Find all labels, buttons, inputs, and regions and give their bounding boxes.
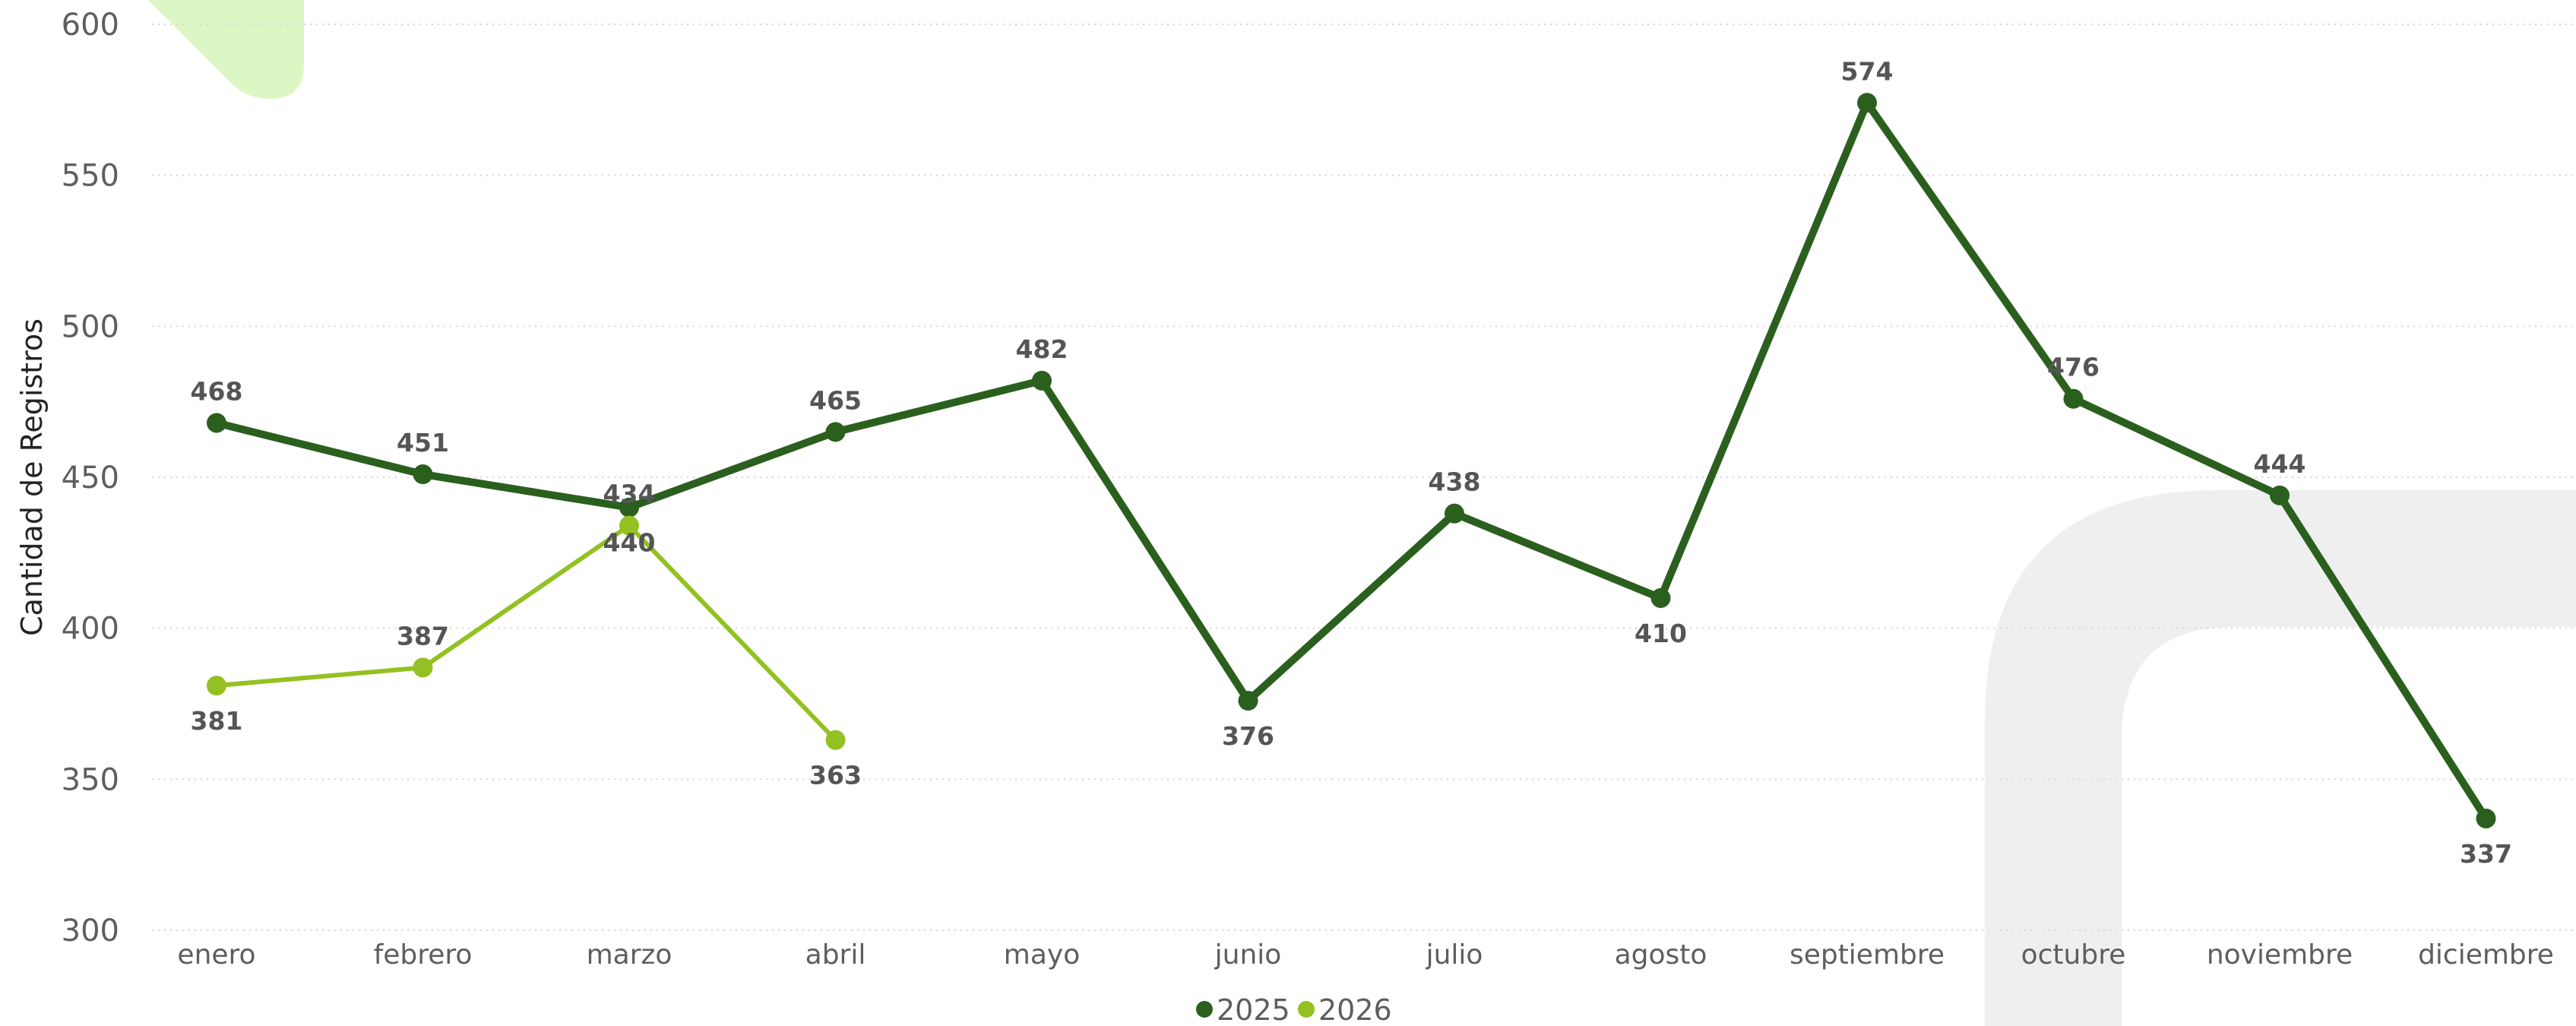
x-tick-label: enero — [177, 939, 255, 971]
data-point[interactable] — [2063, 388, 2084, 409]
data-point[interactable] — [207, 413, 226, 433]
x-tick-label: noviembre — [2207, 939, 2353, 971]
x-tick-label: agosto — [1615, 939, 1707, 971]
y-tick-label: 300 — [62, 914, 119, 948]
data-label: 434 — [603, 480, 656, 509]
data-label: 444 — [2254, 449, 2306, 479]
data-label: 476 — [2047, 353, 2100, 382]
data-point[interactable] — [1238, 691, 1258, 711]
data-label: 410 — [1635, 619, 1687, 648]
series-line — [213, 99, 2490, 822]
data-labels: 468 451 440 465 482 376 438 410 574 476 444 337 381 3… — [191, 56, 2512, 869]
x-tick-label: octubre — [2021, 939, 2126, 971]
y-tick-label: 400 — [62, 612, 119, 647]
x-tick-label: febrero — [374, 939, 473, 971]
data-point[interactable] — [1857, 93, 1877, 113]
data-label: 482 — [1016, 334, 1068, 364]
decorative-leaf-shape — [148, 0, 304, 99]
data-point[interactable] — [413, 464, 433, 485]
legend-item-2026[interactable]: 2026 — [1298, 993, 1392, 1026]
legend-label: 2026 — [1318, 993, 1392, 1026]
x-axis: enero febrero marzo abril mayo junio julio agos… — [177, 939, 2554, 971]
series-layer — [207, 93, 2496, 828]
y-axis: 300 350 400 450 500 550 600 — [62, 8, 119, 948]
series-line — [214, 523, 838, 743]
data-label: 387 — [397, 621, 449, 651]
data-label: 381 — [191, 706, 243, 736]
series-2025 — [207, 93, 2496, 828]
data-label: 440 — [603, 528, 656, 558]
data-point[interactable] — [825, 730, 846, 750]
data-label: 363 — [809, 761, 862, 790]
y-tick-label: 350 — [62, 762, 119, 797]
legend-marker — [1298, 1001, 1315, 1018]
x-tick-label: diciembre — [2418, 939, 2554, 971]
x-tick-label: marzo — [587, 939, 672, 971]
background-decoration — [148, 0, 2576, 1026]
legend[interactable]: 2025 2026 — [1196, 993, 1392, 1026]
legend-label: 2025 — [1217, 993, 1290, 1026]
x-tick-label: mayo — [1004, 939, 1080, 971]
y-tick-label: 600 — [62, 8, 119, 43]
y-tick-label: 450 — [62, 461, 119, 496]
series-2026 — [207, 515, 846, 750]
data-point[interactable] — [825, 422, 846, 442]
data-label: 438 — [1429, 467, 1481, 497]
data-label: 465 — [809, 385, 862, 415]
data-label: 574 — [1841, 56, 1894, 86]
data-point[interactable] — [619, 497, 639, 518]
data-point[interactable] — [2270, 485, 2290, 505]
data-point[interactable] — [413, 657, 433, 678]
data-point[interactable] — [619, 515, 639, 536]
data-label: 337 — [2460, 839, 2512, 869]
y-gridlines — [152, 24, 2576, 931]
decorative-arc-shape — [1985, 490, 2576, 1026]
data-label: 451 — [397, 428, 449, 458]
legend-marker — [1196, 1001, 1213, 1018]
y-axis-title: Cantidad de Registros — [15, 318, 49, 636]
data-point[interactable] — [1445, 503, 1464, 524]
data-point[interactable] — [1650, 587, 1671, 608]
data-point[interactable] — [207, 676, 226, 696]
x-tick-label: abril — [805, 939, 866, 971]
y-tick-label: 500 — [62, 309, 119, 344]
x-tick-label: julio — [1426, 939, 1483, 971]
x-tick-label: septiembre — [1790, 939, 1945, 971]
data-label: 468 — [191, 376, 243, 406]
legend-item-2025[interactable]: 2025 — [1196, 993, 1290, 1026]
data-point[interactable] — [2476, 808, 2496, 828]
x-tick-label: junio — [1214, 939, 1282, 971]
y-tick-label: 550 — [62, 159, 119, 194]
data-label: 376 — [1222, 721, 1274, 751]
data-point[interactable] — [1032, 370, 1052, 391]
